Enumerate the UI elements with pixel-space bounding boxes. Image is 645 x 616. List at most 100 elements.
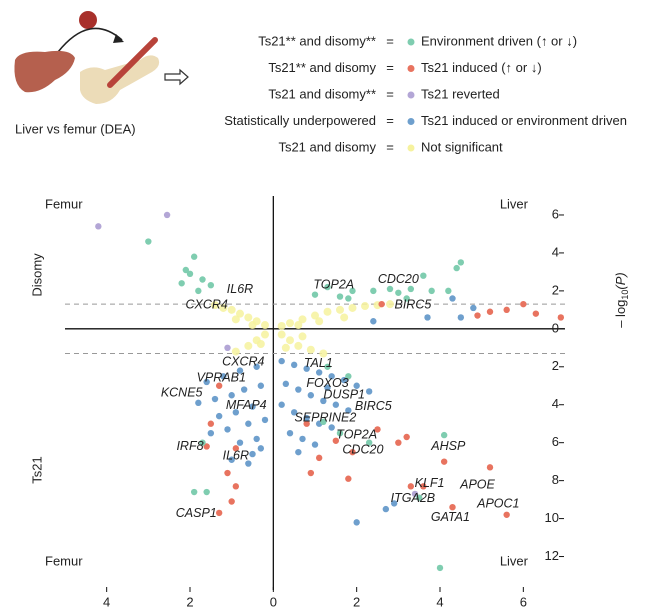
point — [227, 305, 236, 314]
point — [224, 469, 231, 477]
point — [436, 564, 444, 572]
point — [457, 314, 465, 321]
x-tick-label: 4 — [103, 594, 110, 609]
arrow-head — [113, 34, 124, 43]
point — [336, 429, 344, 437]
point — [374, 426, 381, 433]
x-tick-label: 6 — [520, 594, 527, 609]
point — [294, 321, 303, 330]
point — [470, 304, 477, 312]
point — [224, 344, 231, 352]
point — [307, 392, 315, 399]
point — [395, 289, 402, 296]
point — [261, 416, 269, 424]
arrow-curve — [57, 27, 123, 53]
gene-label: CXCR4 — [185, 297, 227, 311]
point — [240, 386, 248, 393]
y-axis-label-part: 10 — [620, 290, 630, 300]
point — [420, 483, 427, 490]
marrow — [107, 37, 158, 88]
point — [303, 414, 310, 422]
liver — [14, 50, 75, 93]
legend-swatch — [407, 91, 415, 99]
point — [190, 253, 198, 260]
point — [224, 426, 231, 433]
gene-label: IRF8 — [176, 439, 203, 453]
legend-separator: = — [386, 60, 394, 75]
y-tick-label: 8 — [552, 472, 559, 487]
point — [340, 313, 349, 322]
point — [219, 303, 228, 312]
point — [315, 369, 323, 376]
point — [303, 420, 310, 427]
y-tick-label: 6 — [552, 434, 559, 449]
point — [315, 317, 324, 326]
point — [390, 500, 398, 507]
point — [349, 287, 356, 295]
gene-label: MFAP4 — [226, 398, 267, 412]
point — [382, 505, 390, 513]
point — [348, 303, 357, 312]
gene-label: APOE — [459, 478, 495, 492]
point — [290, 361, 298, 369]
point — [290, 409, 298, 416]
point — [457, 259, 465, 266]
hollow-arrow — [164, 68, 189, 86]
point — [315, 454, 323, 462]
point — [215, 509, 223, 517]
point — [370, 287, 377, 295]
legend-swatch — [407, 38, 415, 46]
point — [228, 392, 235, 399]
point — [403, 295, 410, 302]
point — [203, 488, 210, 496]
corner-label: Femur — [45, 196, 83, 211]
blood-drop — [79, 11, 97, 29]
point — [278, 401, 285, 408]
point — [311, 311, 319, 320]
point — [228, 498, 235, 505]
legend-condition: Ts21 and disomy** — [268, 86, 376, 101]
point — [236, 309, 244, 318]
panel-label: Disomy — [29, 253, 44, 297]
point — [319, 349, 328, 358]
point — [244, 341, 253, 350]
point — [486, 308, 494, 315]
point — [307, 469, 315, 477]
point — [163, 211, 171, 219]
point — [277, 321, 286, 330]
gene-label: IL6R — [223, 448, 249, 462]
y-tick-label: 6 — [552, 206, 559, 221]
gene-label: APOC1 — [476, 497, 519, 511]
point — [195, 287, 202, 295]
point — [386, 300, 394, 309]
point — [257, 382, 265, 389]
point — [440, 458, 448, 465]
point — [345, 475, 352, 482]
point — [332, 437, 340, 444]
point — [557, 314, 565, 321]
corner-label: Liver — [500, 553, 529, 568]
point — [298, 315, 307, 324]
y-tick-label: 2 — [552, 282, 559, 297]
point — [353, 382, 360, 389]
point — [215, 412, 223, 420]
point — [365, 439, 373, 446]
point — [244, 313, 253, 322]
y-axis-label-part: (P) — [613, 272, 628, 289]
point — [303, 365, 310, 372]
y-tick-label: 0 — [552, 320, 559, 335]
point — [336, 293, 344, 300]
point — [299, 435, 306, 443]
point — [195, 399, 202, 407]
point — [311, 291, 319, 298]
y-tick-label: 10 — [545, 510, 559, 525]
point — [245, 460, 252, 467]
point — [182, 266, 190, 274]
point — [249, 450, 256, 458]
gene-label: TAL1 — [304, 356, 333, 370]
point — [361, 302, 369, 311]
y-tick-label: 4 — [552, 244, 559, 259]
point — [449, 504, 456, 511]
legend-condition: Ts21** and disomy** — [258, 33, 376, 48]
